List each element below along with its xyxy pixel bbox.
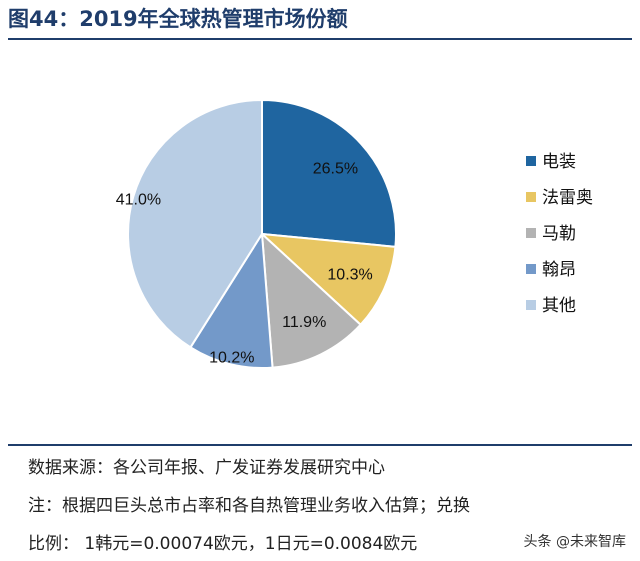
pie-slice-4 xyxy=(189,230,274,369)
method-note: 注：根据四巨头总市占率和各自热管理业务收入估算；兑换 xyxy=(28,496,470,516)
title-divider xyxy=(8,38,632,40)
legend-swatch-4 xyxy=(526,264,536,274)
legend-swatch-5 xyxy=(526,300,536,310)
legend-swatch-2 xyxy=(526,192,536,202)
legend-swatch-1 xyxy=(526,156,536,166)
slice-value-label-2: 10.3% xyxy=(327,266,372,283)
figure-title: 图44：2019年全球热管理市场份额 xyxy=(8,7,348,31)
legend-swatch-3 xyxy=(526,228,536,238)
legend-label-3: 马勒 xyxy=(542,224,576,244)
watermark: 头条 @未来智库 xyxy=(523,534,626,550)
pie-value-labels: 26.5% 10.3% 11.9% 10.2% 41.0% xyxy=(116,160,373,366)
legend-label-2: 法雷奥 xyxy=(542,188,593,208)
slice-value-label-3: 11.9% xyxy=(282,314,326,331)
bottom-divider xyxy=(8,444,632,446)
source-note: 数据来源：各公司年报、广发证券发展研究中心 xyxy=(28,458,385,478)
pie-slice-1 xyxy=(261,98,397,248)
slice-value-label-5: 41.0% xyxy=(116,191,161,208)
exchange-rate-note: 比例： 1韩元=0.00074欧元，1日元=0.0084欧元 xyxy=(28,534,418,554)
pie-slice-5 xyxy=(127,98,263,349)
legend-label-5: 其他 xyxy=(542,296,576,316)
pie-slice-2 xyxy=(259,232,397,327)
slice-value-label-4: 10.2% xyxy=(209,349,254,366)
legend-label-4: 翰昂 xyxy=(542,260,576,280)
pie-slices xyxy=(127,98,397,369)
pie-slice-3 xyxy=(260,231,363,369)
slice-value-label-1: 26.5% xyxy=(313,160,358,177)
legend-label-1: 电装 xyxy=(542,152,576,172)
